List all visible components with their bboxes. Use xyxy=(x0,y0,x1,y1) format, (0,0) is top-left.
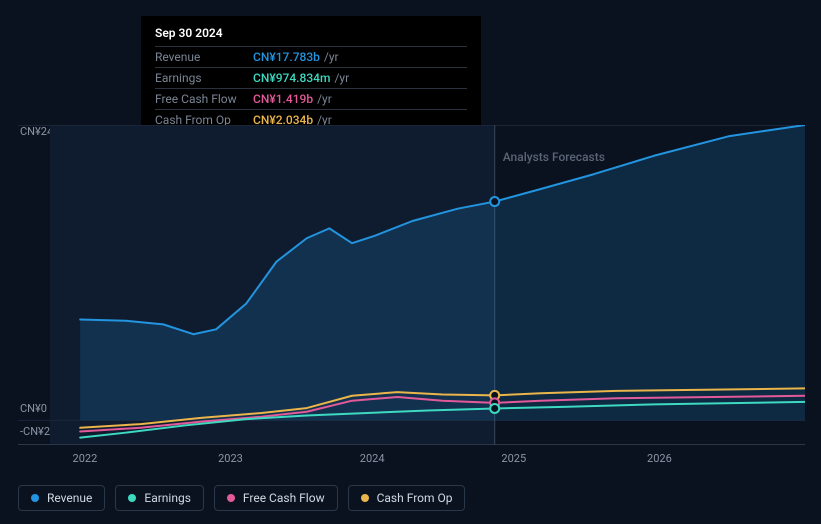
legend-item-earnings[interactable]: Earnings xyxy=(115,485,204,511)
tooltip-row-unit: /yr xyxy=(324,50,339,64)
tooltip-row-label: Revenue xyxy=(155,50,253,64)
legend-item-label: Earnings xyxy=(144,491,191,505)
x-axis-label: 2026 xyxy=(647,452,672,465)
tooltip-date: Sep 30 2024 xyxy=(155,26,467,40)
tooltip-row-unit: /yr xyxy=(317,92,332,106)
tooltip-row-value: CN¥974.834m xyxy=(253,71,330,85)
tooltip-row: Free Cash FlowCN¥1.419b/yr xyxy=(155,88,467,109)
legend-item-revenue[interactable]: Revenue xyxy=(18,485,105,511)
tooltip-row-value: CN¥1.419b xyxy=(253,92,313,106)
legend-dot-icon xyxy=(227,494,235,502)
tooltip-row-value: CN¥17.783b xyxy=(253,50,320,64)
chart-area[interactable] xyxy=(18,125,805,445)
legend: Revenue Earnings Free Cash Flow Cash From O… xyxy=(18,485,465,511)
legend-item-label: Revenue xyxy=(47,491,92,505)
legend-dot-icon xyxy=(361,494,369,502)
tooltip-row: RevenueCN¥17.783b/yr xyxy=(155,46,467,67)
tooltip-row: EarningsCN¥974.834m/yr xyxy=(155,67,467,88)
legend-item-label: Cash From Op xyxy=(377,491,453,505)
tooltip-row-unit: /yr xyxy=(334,71,349,85)
x-axis-label: 2023 xyxy=(218,452,243,465)
x-axis-label: 2025 xyxy=(501,452,526,465)
tooltip-row-label: Earnings xyxy=(155,71,253,85)
x-axis-label: 2024 xyxy=(360,452,385,465)
tooltip-row-label: Free Cash Flow xyxy=(155,92,253,106)
x-axis-labels: 2022 2023 2024 2025 2026 xyxy=(18,452,805,468)
chart-tooltip: Sep 30 2024 RevenueCN¥17.783b/yrEarnings… xyxy=(141,16,481,138)
x-axis-label: 2022 xyxy=(73,452,98,465)
legend-dot-icon xyxy=(128,494,136,502)
legend-dot-icon xyxy=(31,494,39,502)
legend-item-free-cash-flow[interactable]: Free Cash Flow xyxy=(214,485,338,511)
legend-item-cash-from-op[interactable]: Cash From Op xyxy=(348,485,466,511)
chart-svg xyxy=(18,125,805,445)
legend-item-label: Free Cash Flow xyxy=(243,491,325,505)
